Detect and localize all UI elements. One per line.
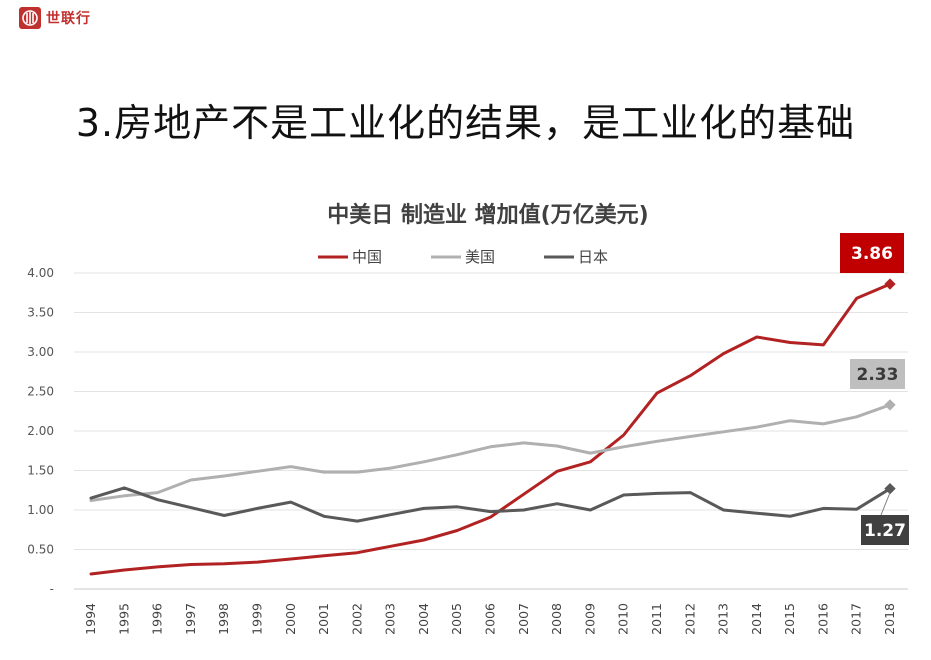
callout-label: 2.33 bbox=[857, 365, 899, 385]
y-tick-label: - bbox=[50, 582, 54, 596]
x-tick-label: 1995 bbox=[116, 603, 131, 635]
x-tick-label: 2017 bbox=[849, 603, 864, 635]
chart-callouts: 3.86 2.33 1.27 bbox=[840, 233, 909, 545]
x-tick-label: 2018 bbox=[882, 603, 897, 635]
series-end-marker bbox=[884, 278, 896, 290]
callout-box bbox=[850, 359, 905, 389]
x-tick-label: 2005 bbox=[449, 603, 464, 635]
x-tick-label: 2015 bbox=[782, 603, 797, 635]
x-tick-label: 2000 bbox=[283, 603, 298, 635]
y-axis: - 0.50 1.00 1.50 2.00 2.50 3.00 3.50 4.00 bbox=[27, 266, 54, 596]
y-tick-label: 3.00 bbox=[27, 345, 54, 359]
series-line bbox=[89, 486, 892, 523]
y-tick-label: 0.50 bbox=[27, 543, 54, 557]
series-line bbox=[89, 282, 892, 576]
chart-grid bbox=[74, 272, 908, 590]
chart-legend: 中国 美国 日本 bbox=[318, 248, 608, 266]
callout-box bbox=[861, 515, 909, 545]
y-tick-label: 1.50 bbox=[27, 464, 54, 478]
series-line bbox=[89, 403, 892, 502]
series-end-marker bbox=[884, 483, 896, 495]
x-tick-label: 2013 bbox=[716, 603, 731, 635]
x-tick-label: 1994 bbox=[83, 603, 98, 635]
x-tick-label: 2003 bbox=[383, 603, 398, 635]
legend-label: 美国 bbox=[465, 248, 495, 266]
x-tick-label: 2007 bbox=[516, 603, 531, 635]
y-tick-label: 4.00 bbox=[27, 266, 54, 280]
x-tick-label: 2010 bbox=[616, 603, 631, 635]
brand-name: 世联行 bbox=[46, 11, 91, 27]
x-tick-label: 2009 bbox=[582, 603, 597, 635]
x-tick-label: 1996 bbox=[150, 603, 165, 635]
x-tick-label: 2016 bbox=[815, 603, 830, 635]
x-tick-label: 2011 bbox=[649, 603, 664, 635]
callout-leader bbox=[880, 492, 891, 516]
x-tick-label: 2001 bbox=[316, 603, 331, 635]
page-headline: 3.房地产不是工业化的结果，是工业化的基础 bbox=[75, 101, 856, 145]
brand-logo: 世联行 bbox=[18, 6, 91, 30]
x-tick-label: 2002 bbox=[349, 603, 364, 635]
legend-label: 日本 bbox=[578, 248, 608, 266]
x-tick-label: 1997 bbox=[183, 603, 198, 635]
x-tick-label: 2006 bbox=[483, 603, 498, 635]
callout-label: 1.27 bbox=[864, 521, 906, 541]
x-tick-label: 2004 bbox=[416, 603, 431, 635]
series-end-marker bbox=[884, 399, 896, 411]
callout-label: 3.86 bbox=[851, 244, 893, 264]
brand-logo-icon bbox=[18, 6, 42, 30]
x-tick-label: 1998 bbox=[216, 603, 231, 635]
chart-series bbox=[89, 278, 896, 576]
x-tick-label: 1999 bbox=[249, 603, 264, 635]
y-tick-label: 3.50 bbox=[27, 306, 54, 320]
x-tick-label: 2012 bbox=[682, 603, 697, 635]
legend-label: 中国 bbox=[352, 248, 382, 266]
x-tick-label: 2008 bbox=[549, 603, 564, 635]
callout-box bbox=[840, 233, 904, 273]
chart-title: 中美日 制造业 增加值(万亿美元) bbox=[327, 202, 648, 228]
x-axis: 1994 1995 1996 1997 1998 1999 2000 2001 2002 2003… bbox=[83, 603, 897, 635]
x-tick-label: 2014 bbox=[749, 603, 764, 635]
y-tick-label: 2.50 bbox=[27, 385, 54, 399]
y-tick-label: 1.00 bbox=[27, 503, 54, 517]
y-tick-label: 2.00 bbox=[27, 424, 54, 438]
